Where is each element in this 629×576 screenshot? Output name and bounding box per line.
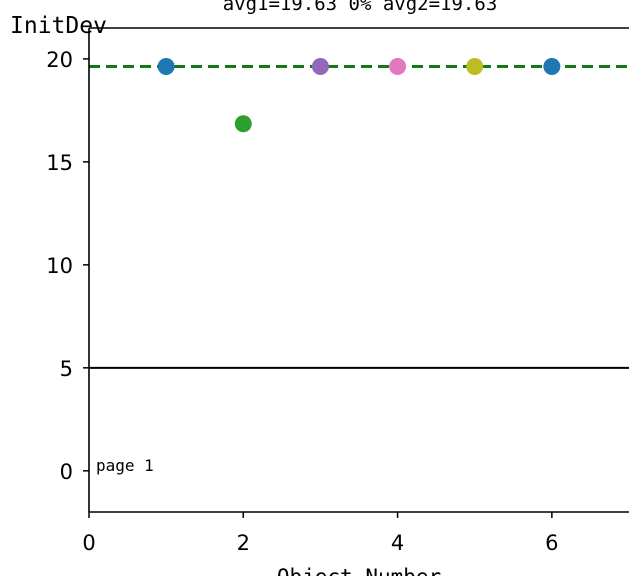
data-points (157, 58, 561, 133)
x-tick-label: 4 (391, 531, 404, 555)
y-tick-label: 20 (46, 48, 73, 72)
page-annotation: page 1 (96, 456, 154, 475)
y-axis-label: InitDev (10, 13, 107, 39)
x-tick-label: 0 (82, 531, 95, 555)
data-point (311, 58, 329, 76)
x-axis-label: Object Number (277, 565, 441, 576)
y-tick-label: 15 (46, 151, 73, 175)
x-tick-label: 6 (545, 531, 558, 555)
axes (88, 27, 629, 513)
chart-title: avg1=19.63 0% avg2=19.63 (223, 0, 498, 15)
y-tick-label: 10 (46, 254, 73, 278)
y-ticks: 0 5 10 15 20 (46, 48, 89, 484)
y-tick-label: 5 (60, 357, 73, 381)
data-point (234, 115, 252, 133)
reference-lines (89, 65, 629, 369)
x-tick-label: 2 (237, 531, 250, 555)
data-point (157, 58, 175, 76)
data-point (389, 58, 407, 76)
data-point (466, 58, 484, 76)
data-point (543, 58, 561, 76)
x-ticks: 0 2 4 6 (82, 512, 559, 555)
y-tick-label: 0 (60, 460, 73, 484)
